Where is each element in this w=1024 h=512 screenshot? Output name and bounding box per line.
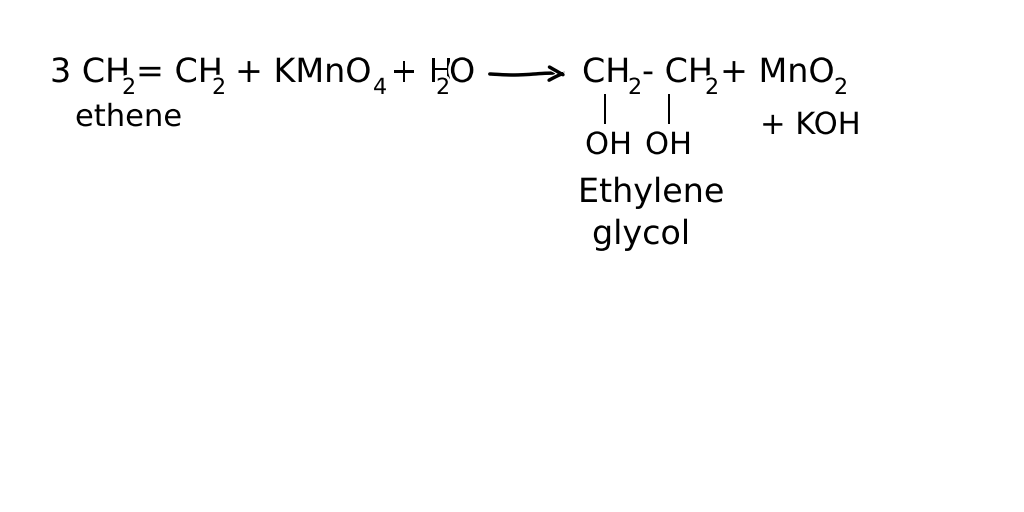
- Text: 2: 2: [436, 78, 451, 98]
- Text: - CH: - CH: [642, 56, 713, 89]
- Text: = CH: = CH: [136, 56, 223, 89]
- Text: glycol: glycol: [592, 218, 690, 251]
- Text: 3 CH: 3 CH: [50, 56, 130, 89]
- Text: 2: 2: [705, 78, 719, 98]
- Text: ethene: ethene: [75, 103, 182, 132]
- Text: + KMnO: + KMnO: [234, 56, 372, 89]
- Text: 2: 2: [122, 78, 136, 98]
- Text: |: |: [600, 94, 610, 124]
- Text: OH: OH: [645, 131, 692, 160]
- Text: 2: 2: [212, 78, 226, 98]
- Text: O: O: [449, 56, 475, 89]
- Text: 2: 2: [628, 78, 642, 98]
- Text: 4: 4: [373, 78, 387, 98]
- Text: 2: 2: [834, 78, 848, 98]
- Text: + KOH: + KOH: [760, 111, 861, 140]
- Text: Ethylene: Ethylene: [578, 176, 724, 209]
- Text: + H: + H: [390, 56, 454, 89]
- Text: OH: OH: [585, 131, 632, 160]
- Text: |: |: [664, 94, 674, 124]
- Text: + MnO: + MnO: [720, 56, 835, 89]
- Text: CH: CH: [582, 56, 630, 89]
